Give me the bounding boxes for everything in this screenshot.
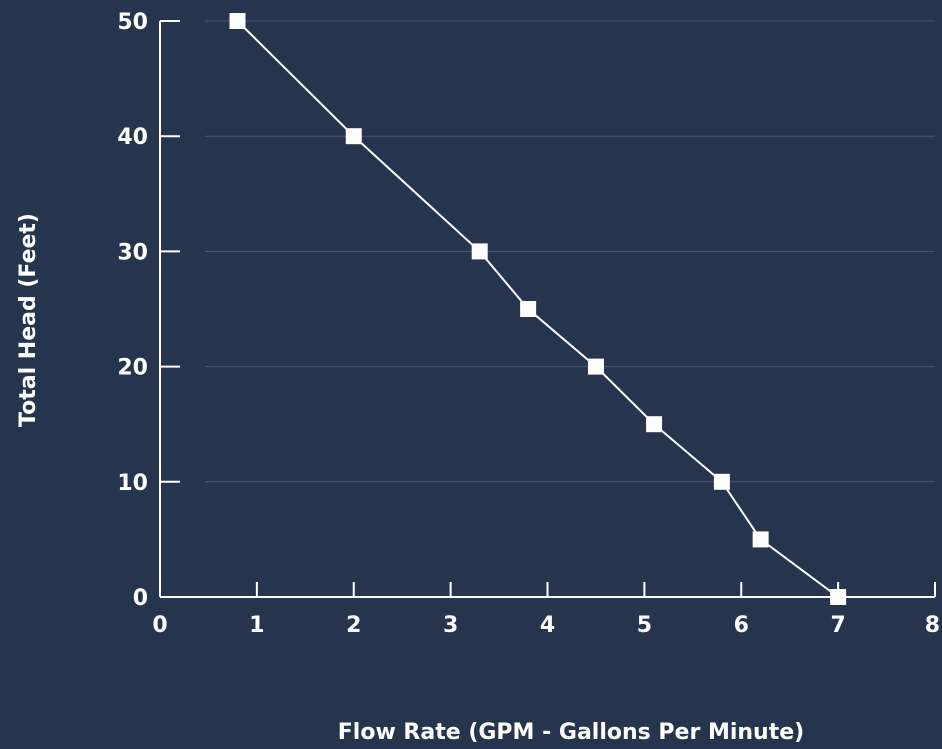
y-tick-label: 50 xyxy=(117,10,148,35)
axes: 0 10 20 30 40 50 0 1 2 3 4 5 6 7 8 xyxy=(117,10,940,638)
y-tick-label: 40 xyxy=(117,125,148,150)
x-tick-label: 0 xyxy=(152,613,167,638)
series-line xyxy=(236,20,839,598)
y-tick-label: 20 xyxy=(117,356,148,381)
y-tick-label: 0 xyxy=(133,586,148,611)
data-point xyxy=(520,301,537,317)
x-tick-label: 7 xyxy=(830,613,845,638)
y-axis-title: Total Head (Feet) xyxy=(16,213,41,427)
x-tick-label: 5 xyxy=(637,613,652,638)
x-tick-label: 4 xyxy=(540,613,555,638)
x-axis-title: Flow Rate (GPM - Gallons Per Minute) xyxy=(338,720,804,745)
gridlines xyxy=(205,20,935,483)
x-tick-label: 3 xyxy=(443,613,458,638)
data-point xyxy=(229,13,246,29)
data-point xyxy=(345,128,362,145)
y-tick-label: 30 xyxy=(117,240,148,265)
data-point xyxy=(830,589,847,605)
x-tick-label: 6 xyxy=(734,613,749,638)
data-point xyxy=(713,473,730,490)
x-tick-label: 2 xyxy=(346,613,361,638)
data-point xyxy=(646,416,663,433)
data-point xyxy=(587,358,604,375)
y-tick-label: 10 xyxy=(117,471,148,496)
x-tick-label: 8 xyxy=(925,613,940,638)
x-tick-label: 1 xyxy=(249,613,264,638)
data-point xyxy=(752,531,769,548)
series xyxy=(229,13,847,605)
data-point xyxy=(471,243,488,260)
